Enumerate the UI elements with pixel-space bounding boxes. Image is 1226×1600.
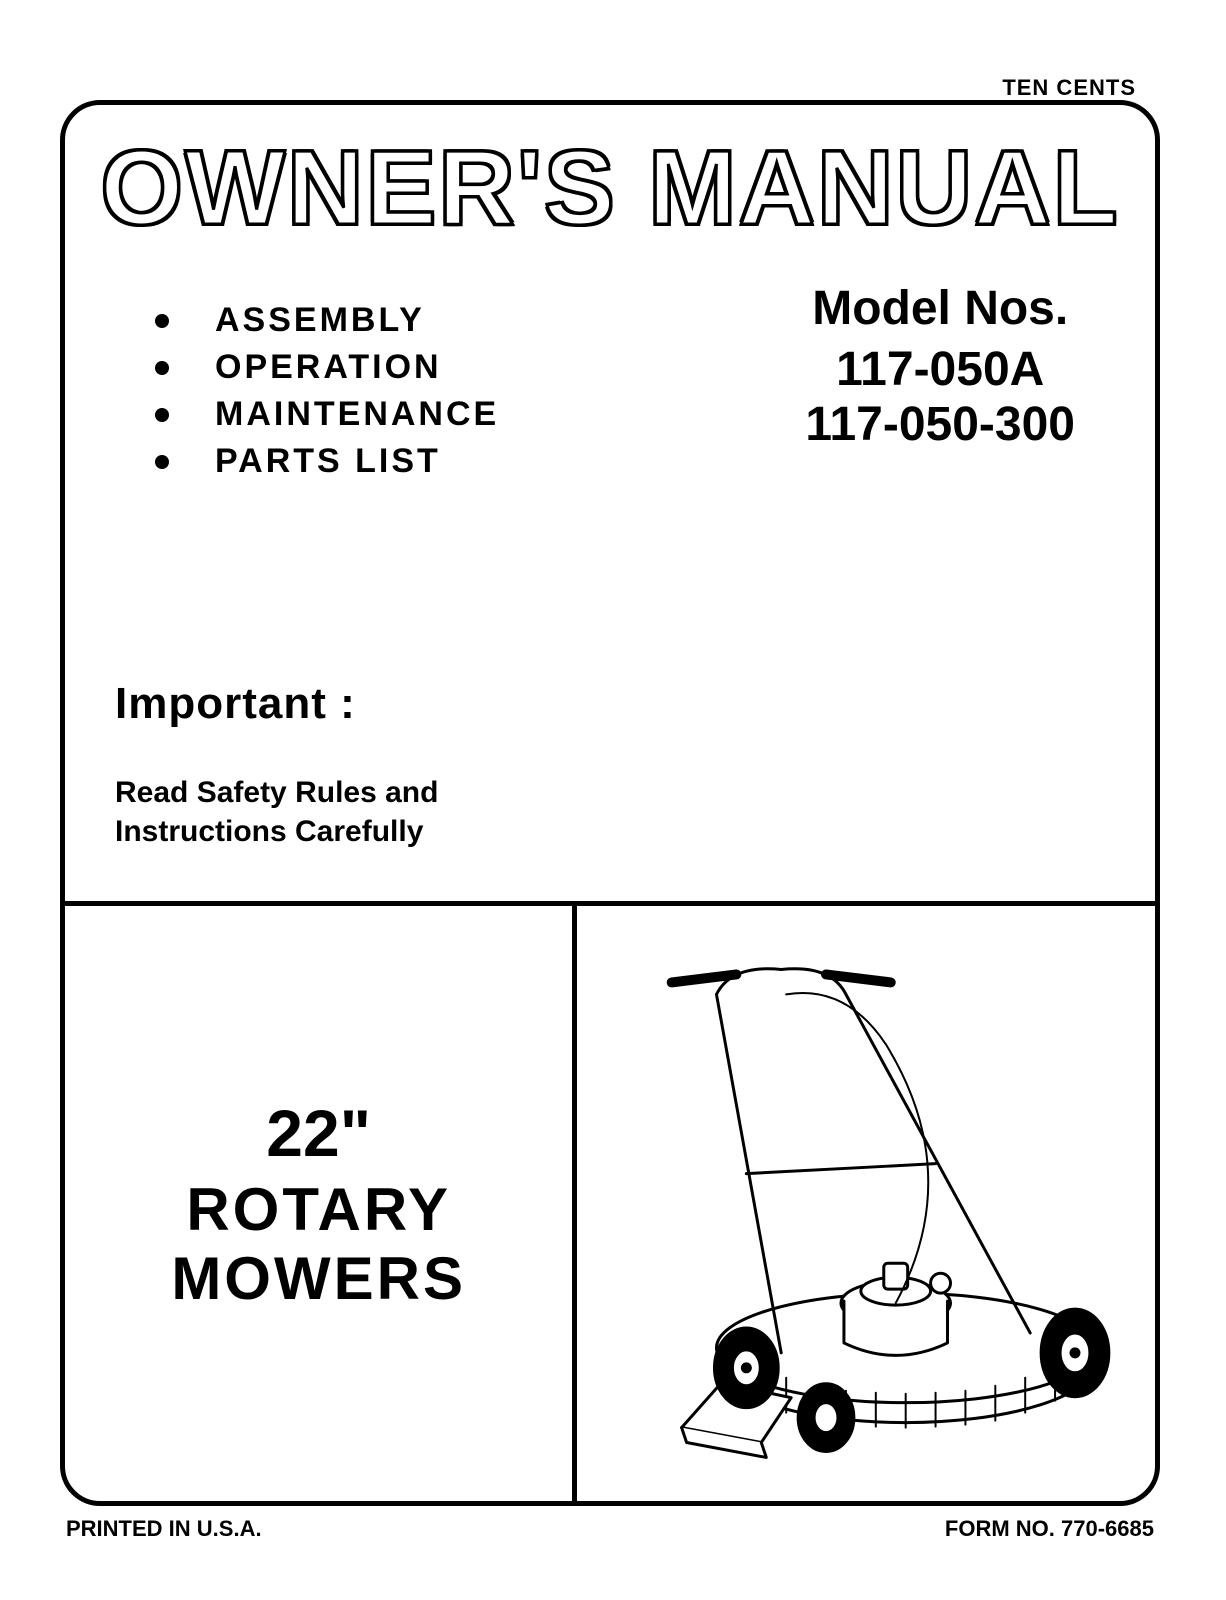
product-title-panel: 22" ROTARY MOWERS	[65, 906, 577, 1501]
section-item: MAINTENANCE	[155, 395, 805, 434]
section-label: PARTS LIST	[215, 442, 441, 481]
sections-list: ASSEMBLY OPERATION MAINTENANCE PARTS LIS…	[155, 281, 805, 489]
bullet-icon	[155, 408, 169, 422]
model-number: 117-050A	[805, 342, 1075, 397]
product-illustration-panel	[577, 906, 1155, 1501]
section-item: OPERATION	[155, 348, 805, 387]
printed-in-label: PRINTED IN U.S.A.	[66, 1516, 262, 1542]
document-title: OWNER'S MANUAL	[85, 135, 1135, 241]
footer: PRINTED IN U.S.A. FORM NO. 770-6685	[60, 1506, 1160, 1542]
model-numbers: Model Nos. 117-050A 117-050-300	[805, 281, 1105, 489]
important-heading: Important :	[115, 679, 1105, 729]
section-item: ASSEMBLY	[155, 301, 805, 340]
product-name-line: ROTARY	[171, 1175, 466, 1244]
upper-content: ASSEMBLY OPERATION MAINTENANCE PARTS LIS…	[65, 251, 1155, 529]
cover-frame: OWNER'S MANUAL ASSEMBLY OPERATION MAINTE…	[60, 100, 1160, 1506]
important-line: Read Safety Rules and	[115, 776, 438, 809]
section-label: OPERATION	[215, 348, 442, 387]
bullet-icon	[155, 314, 169, 328]
important-text: Read Safety Rules and Instructions Caref…	[115, 773, 535, 851]
important-block: Important : Read Safety Rules and Instru…	[65, 529, 1155, 901]
section-label: MAINTENANCE	[215, 395, 499, 434]
product-size: 22"	[171, 1095, 466, 1171]
bullet-icon	[155, 455, 169, 469]
title-row: OWNER'S MANUAL	[65, 105, 1155, 251]
model-heading: Model Nos.	[805, 281, 1075, 336]
product-name-line: MOWERS	[171, 1244, 466, 1313]
model-number: 117-050-300	[805, 397, 1075, 452]
form-number-label: FORM NO. 770-6685	[945, 1516, 1154, 1542]
lower-row: 22" ROTARY MOWERS	[65, 901, 1155, 1501]
important-line: Instructions Carefully	[115, 815, 423, 848]
bullet-icon	[155, 361, 169, 375]
section-item: PARTS LIST	[155, 442, 805, 481]
page: OWNER'S MANUAL ASSEMBLY OPERATION MAINTE…	[60, 60, 1160, 1542]
product-title: 22" ROTARY MOWERS	[171, 1095, 466, 1313]
section-label: ASSEMBLY	[215, 301, 425, 340]
mower-illustration-icon	[587, 916, 1145, 1491]
